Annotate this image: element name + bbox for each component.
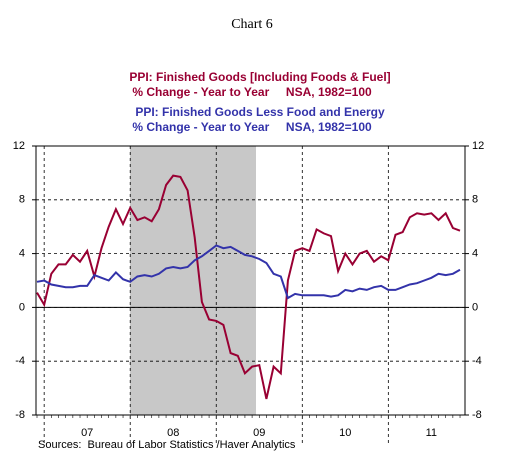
y2-tick-label: 4 — [472, 248, 478, 260]
legend-note: % Change - Year to Year NSA, 1982=100 — [132, 120, 372, 134]
y-tick-label: -4 — [15, 355, 25, 367]
chart-title: Chart 6 — [231, 17, 273, 32]
legend-entry: PPI: Finished Goods [Including Foods & F… — [129, 70, 390, 84]
y-tick-label: 4 — [19, 248, 25, 260]
y-tick-label: 0 — [19, 301, 25, 313]
x-tick-label: 10 — [339, 427, 351, 439]
y2-tick-label: 0 — [472, 301, 478, 313]
y-tick-label: -8 — [15, 409, 25, 421]
legend-note: % Change - Year to Year NSA, 1982=100 — [132, 85, 372, 99]
series-line — [36, 174, 461, 400]
y2-tick-label: 8 — [472, 194, 478, 206]
shaded-period — [130, 146, 256, 415]
plot-frame — [35, 145, 466, 416]
y2-tick-label: -4 — [472, 355, 482, 367]
y2-tick-label: 12 — [472, 140, 484, 152]
y-tick-label: 12 — [13, 140, 25, 152]
x-tick-label: 08 — [167, 427, 179, 439]
series-line — [36, 244, 461, 300]
x-tick-label: 07 — [81, 427, 93, 439]
x-tick-label: 11 — [426, 427, 437, 439]
y2-tick-label: -8 — [472, 409, 482, 421]
source: Sources: Bureau of Labor Statistics /Hav… — [38, 439, 296, 451]
x-tick-label: 09 — [253, 427, 265, 439]
legend-entry: PPI: Finished Goods Less Food and Energy — [135, 105, 385, 119]
y-tick-label: 8 — [19, 194, 25, 206]
